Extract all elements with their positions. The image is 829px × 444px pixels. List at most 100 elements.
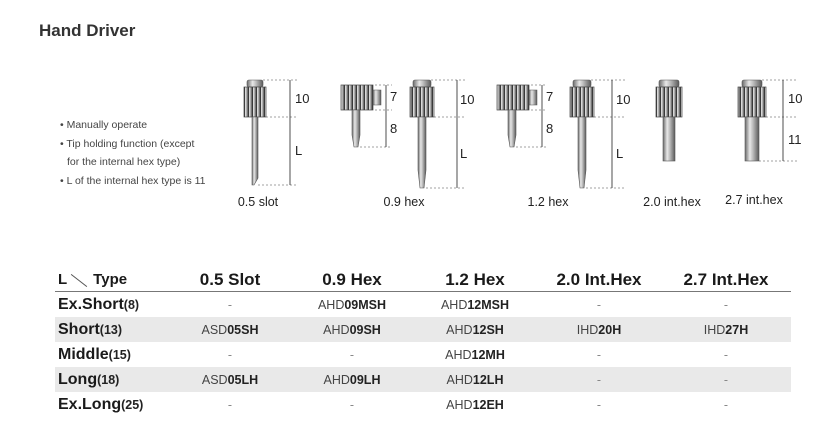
- table-cell: -: [169, 392, 291, 417]
- row-length-value: (25): [121, 397, 144, 412]
- row-length-value: (15): [108, 347, 131, 362]
- table-cell: -: [661, 342, 791, 367]
- part-code-prefix: AHD: [446, 372, 473, 387]
- dim-head-label: 10: [788, 91, 802, 106]
- table-row: Ex.Long(25) - - AHD12EH - -: [55, 392, 791, 417]
- table-cell: AHD09LH: [291, 367, 413, 392]
- table-cell: -: [169, 292, 291, 318]
- table-cell: IHD27H: [661, 317, 791, 342]
- note-manual-operate: • Manually operate: [60, 119, 148, 131]
- feature-notes: • Manually operate • Tip holding functio…: [60, 116, 206, 190]
- table-row: Long(18) ASD05LH AHD09LH AHD12LH - -: [55, 367, 791, 392]
- cell-unavailable: -: [349, 347, 355, 362]
- header-type: Type: [93, 271, 128, 288]
- part-code-suffix: 05LH: [227, 372, 259, 387]
- note-tip-holding: • Tip holding function (except: [60, 137, 195, 150]
- part-code-suffix: 12MSH: [467, 297, 510, 312]
- driver-27-int-hex: 10 11: [737, 79, 802, 162]
- row-label: Middle(15): [55, 342, 169, 367]
- cell-unavailable: -: [227, 347, 233, 362]
- part-code-prefix: AHD: [446, 397, 473, 412]
- caption-05-slot: 0.5 slot: [237, 195, 279, 209]
- table-cell: AHD12MH: [413, 342, 537, 367]
- driver-handle: [243, 86, 267, 118]
- part-code-prefix: IHD: [576, 322, 599, 337]
- dim-shaft-label: L: [616, 146, 623, 161]
- driver-05-slot: 10 L: [243, 79, 309, 186]
- table-cell: ASD05LH: [169, 367, 291, 392]
- table-cell: AHD12SH: [413, 317, 537, 342]
- dim-tip-shaft-label: 8: [390, 121, 397, 136]
- cell-unavailable: -: [723, 372, 729, 387]
- table-cell: -: [291, 392, 413, 417]
- row-length-value: (8): [123, 297, 140, 312]
- dim-tip-shaft-label: 8: [546, 121, 553, 136]
- tip-holder-handle: [340, 84, 374, 111]
- part-code-prefix: ASD: [201, 372, 228, 387]
- part-code-prefix: AHD: [323, 372, 350, 387]
- table-cell: -: [661, 367, 791, 392]
- part-code-prefix: ASD: [201, 322, 228, 337]
- dim-shaft-label: L: [460, 146, 467, 161]
- table-row: Short(13) ASD05SH AHD09SH AHD12SH IHD20H IHD2…: [55, 317, 791, 342]
- part-code-prefix: IHD: [703, 322, 726, 337]
- table-cell: AHD09MSH: [291, 292, 413, 318]
- header-20-int-hex: 2.0 Int.Hex: [537, 268, 661, 292]
- part-code-prefix: AHD: [323, 322, 350, 337]
- part-code-suffix: 09LH: [349, 372, 381, 387]
- cell-unavailable: -: [723, 397, 729, 412]
- cell-unavailable: -: [227, 297, 233, 312]
- table-cell: -: [537, 292, 661, 318]
- table-row: Ex.Short(8) - AHD09MSH AHD12MSH - -: [55, 292, 791, 318]
- table-header-row: L Type 0.5 Slot 0.9 Hex 1.2 Hex 2.0 Int.H…: [55, 268, 791, 292]
- table-cell: -: [537, 367, 661, 392]
- row-length-value: (18): [97, 372, 120, 387]
- part-code-suffix: 09SH: [349, 322, 381, 337]
- cell-unavailable: -: [227, 397, 233, 412]
- note-tip-holding-cont: for the internal hex type): [67, 156, 181, 168]
- note-internal-hex-length: • L of the internal hex type is 11: [60, 174, 206, 187]
- part-code-suffix: 12EH: [472, 397, 504, 412]
- header-l: L: [58, 271, 68, 288]
- row-length-name: Long: [58, 370, 98, 388]
- row-label: Long(18): [55, 367, 169, 392]
- caption-20-int-hex: 2.0 int.hex: [643, 195, 701, 209]
- dim-head-label: 10: [295, 91, 309, 106]
- tip-holder-shaft: [351, 109, 361, 148]
- header-27-int-hex: 2.7 Int.Hex: [661, 268, 791, 292]
- cell-unavailable: -: [596, 397, 602, 412]
- part-code-suffix: 09MSH: [344, 297, 387, 312]
- part-code-prefix: AHD: [445, 347, 472, 362]
- caption-12-hex: 1.2 hex: [527, 195, 569, 209]
- header-corner: L Type: [55, 268, 169, 292]
- part-code-suffix: 12SH: [472, 322, 504, 337]
- dim-tip-head-label: 7: [390, 89, 397, 104]
- table-cell: AHD12MSH: [413, 292, 537, 318]
- part-code-prefix: AHD: [317, 297, 345, 312]
- table-cell: -: [537, 392, 661, 417]
- table-cell: ASD05SH: [169, 317, 291, 342]
- part-code-prefix: AHD: [446, 322, 473, 337]
- driver-handle: [409, 86, 435, 118]
- table-cell: AHD12EH: [413, 392, 537, 417]
- driver-shaft: [417, 116, 427, 189]
- part-code-prefix: AHD: [440, 297, 468, 312]
- dim-tip-head-label: 7: [546, 89, 553, 104]
- cell-unavailable: -: [596, 372, 602, 387]
- header-divider: [70, 273, 88, 287]
- table-cell: AHD12LH: [413, 367, 537, 392]
- part-code-suffix: 20H: [598, 322, 622, 337]
- table-cell: -: [537, 342, 661, 367]
- table-cell: -: [661, 392, 791, 417]
- table-cell: -: [291, 342, 413, 367]
- driver-shaft: [251, 116, 259, 186]
- dim-int-shaft-label: 11: [788, 132, 802, 147]
- cell-unavailable: -: [723, 347, 729, 362]
- dim-head-label: 10: [460, 92, 474, 107]
- table-cell: -: [661, 292, 791, 318]
- row-label: Ex.Long(25): [55, 392, 169, 417]
- driver-09-hex: 7 8 10 L: [340, 79, 474, 189]
- table-cell: IHD20H: [537, 317, 661, 342]
- part-code-suffix: 05SH: [227, 322, 259, 337]
- table-cell: -: [169, 342, 291, 367]
